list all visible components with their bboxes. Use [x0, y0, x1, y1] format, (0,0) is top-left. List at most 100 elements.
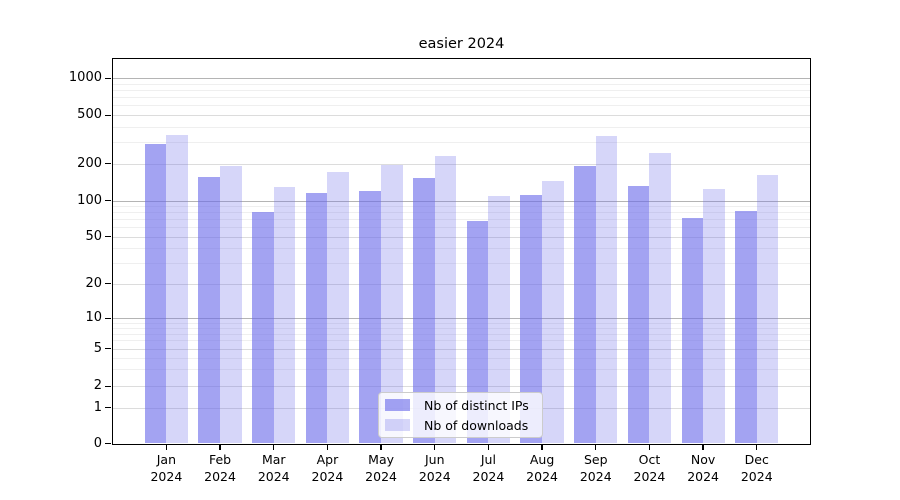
- legend-item-distinct-ips: Nb of distinct IPs: [385, 397, 542, 414]
- x-tick-label: Apr 2024: [311, 452, 344, 484]
- y-tick-mark: [105, 283, 111, 285]
- y-tick-label: 1: [93, 399, 102, 415]
- x-tick-label: Dec 2024: [740, 452, 773, 484]
- bar-distinct-ips: [359, 190, 382, 444]
- bar-downloads: [434, 156, 457, 444]
- y-tick-mark: [105, 163, 111, 165]
- x-tick-mark: [219, 444, 221, 450]
- y-tick-label: 2: [93, 378, 102, 393]
- bar-distinct-ips: [144, 143, 167, 444]
- y-tick-label: 500: [77, 107, 102, 122]
- y-tick-label: 5: [93, 340, 102, 356]
- bar-downloads: [166, 134, 188, 444]
- gridline: [113, 83, 810, 85]
- gridline: [113, 142, 810, 144]
- gridline: [113, 247, 810, 249]
- legend: Nb of distinct IPs Nb of downloads: [378, 392, 543, 438]
- bar-downloads: [542, 180, 564, 444]
- x-tick-mark: [487, 444, 490, 450]
- y-tick-label: 1000: [68, 70, 102, 85]
- gridline: [113, 262, 810, 264]
- bar-downloads: [595, 136, 618, 444]
- x-tick-mark: [756, 444, 758, 450]
- bar-distinct-ips: [681, 217, 704, 444]
- x-tick-label: Oct 2024: [633, 452, 666, 484]
- legend-item-downloads: Nb of downloads: [385, 417, 542, 434]
- x-tick-label: Sep 2024: [579, 452, 612, 484]
- x-tick-mark: [165, 444, 168, 450]
- bar-distinct-ips: [735, 211, 757, 444]
- x-tick-mark: [702, 444, 704, 450]
- bar-distinct-ips: [198, 177, 221, 444]
- gridline: [113, 78, 810, 79]
- x-tick-mark: [595, 444, 597, 450]
- legend-swatch-distinct-ips: [385, 398, 410, 412]
- bar-downloads: [327, 172, 349, 444]
- x-tick-label: Aug 2024: [526, 452, 558, 484]
- gridline: [113, 89, 810, 91]
- gridline: [113, 357, 810, 359]
- gridline: [113, 105, 810, 107]
- x-tick-mark: [434, 444, 436, 450]
- y-tick-mark: [105, 200, 111, 202]
- y-tick-mark: [105, 317, 111, 319]
- x-tick-label: Nov 2024: [687, 452, 719, 484]
- bar-distinct-ips: [520, 195, 543, 444]
- x-tick-mark: [541, 444, 543, 450]
- x-tick-mark: [380, 444, 382, 450]
- y-tick-label: 10: [85, 310, 102, 325]
- legend-label: Nb of downloads: [424, 417, 529, 433]
- x-tick-mark: [326, 444, 329, 450]
- gridline: [113, 126, 810, 128]
- x-tick-label: Jul 2024: [472, 452, 505, 484]
- bar-downloads: [488, 196, 510, 444]
- y-tick-label: 50: [85, 228, 102, 244]
- bar-downloads: [756, 175, 779, 444]
- y-tick-mark: [105, 443, 111, 445]
- gridline: [113, 227, 810, 229]
- x-tick-label: Feb 2024: [204, 452, 236, 484]
- gridline: [113, 200, 810, 202]
- gridline: [113, 212, 810, 214]
- gridline: [113, 236, 810, 238]
- y-tick-mark: [105, 77, 111, 79]
- y-tick-label: 0: [93, 435, 102, 451]
- bar-distinct-ips: [627, 186, 650, 444]
- gridline: [113, 386, 810, 387]
- plot-area: [113, 60, 810, 445]
- gridline: [113, 348, 810, 350]
- bar-distinct-ips: [413, 178, 435, 444]
- legend-label: Nb of distinct IPs: [424, 397, 529, 413]
- x-tick-mark: [273, 444, 275, 450]
- x-tick-mark: [648, 444, 651, 450]
- y-tick-mark: [105, 348, 111, 350]
- x-tick-label: Mar 2024: [257, 452, 290, 484]
- bar-distinct-ips: [574, 166, 596, 444]
- bar-downloads: [649, 152, 672, 444]
- gridline: [113, 322, 810, 324]
- gridline: [113, 115, 810, 116]
- gridline: [113, 97, 810, 99]
- y-tick-label: 100: [77, 192, 102, 208]
- bar-downloads: [220, 166, 242, 444]
- bar-distinct-ips: [466, 221, 489, 444]
- bar-distinct-ips: [252, 212, 274, 444]
- bar-distinct-ips: [305, 193, 328, 444]
- gridline: [113, 318, 810, 319]
- legend-swatch-downloads: [385, 418, 410, 432]
- y-tick-label: 20: [85, 275, 102, 291]
- y-tick-mark: [105, 407, 111, 409]
- chart-title: easier 2024: [418, 36, 505, 52]
- y-tick-mark: [105, 114, 111, 116]
- bar-downloads: [703, 188, 725, 444]
- bar-downloads: [273, 187, 296, 444]
- gridline: [113, 205, 810, 207]
- x-tick-label: Jan 2024: [150, 452, 183, 484]
- gridline: [113, 163, 810, 165]
- gridline: [113, 283, 810, 285]
- x-tick-label: May 2024: [365, 452, 397, 484]
- gridline: [113, 333, 810, 335]
- y-tick-mark: [105, 385, 111, 387]
- gridline: [113, 327, 810, 329]
